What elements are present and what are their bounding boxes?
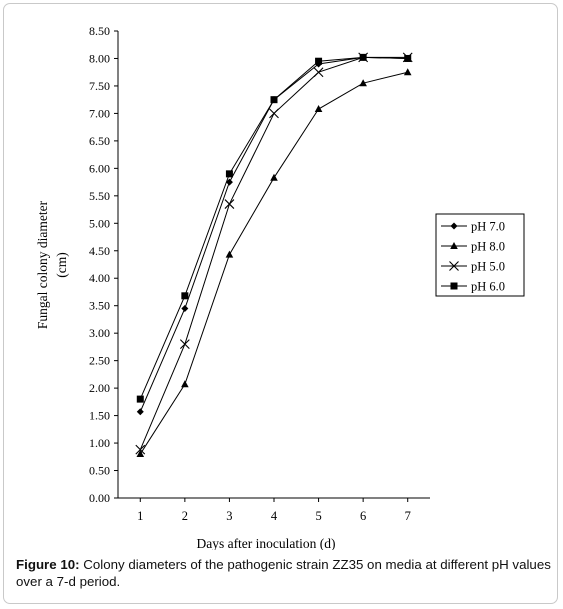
- caption-label: Figure 10:: [16, 557, 80, 572]
- y-tick-label: 2.00: [89, 381, 110, 395]
- x-tick-label: 3: [226, 509, 232, 523]
- x-tick-label: 2: [182, 509, 188, 523]
- data-point: [359, 53, 367, 61]
- data-point: [403, 68, 412, 76]
- y-tick-labels: 0.00 0.50 1.00 1.50 2.00 2.50 3.00 3.50 4.00 4.50…: [89, 24, 110, 505]
- data-point: [313, 67, 324, 78]
- y-tick-label: 0.00: [89, 491, 110, 505]
- data-point: [181, 380, 189, 388]
- legend-item: pH 7.0: [441, 220, 505, 234]
- caption-text: Colony diameters of the pathogenic strai…: [16, 557, 551, 589]
- x-tick-label: 7: [405, 509, 411, 523]
- y-tick-label: 2.50: [89, 354, 110, 368]
- y-tick-label: 7.50: [89, 79, 110, 93]
- data-point: [270, 96, 278, 104]
- y-tick-label: 5.50: [89, 189, 110, 203]
- data-point: [269, 108, 279, 119]
- data-point: [181, 292, 189, 300]
- legend-marker: [450, 282, 458, 290]
- x-tick-labels: 1 2 3 4 5 6 7: [137, 509, 411, 523]
- y-tick-label: 6.50: [89, 134, 110, 148]
- x-tick-label: 4: [271, 509, 278, 523]
- data-point: [179, 339, 190, 350]
- legend-marker: [450, 242, 458, 249]
- series-pH-6_0: [136, 53, 412, 403]
- data-point: [181, 304, 189, 312]
- legend-box: [435, 213, 525, 297]
- y-tick-label: 5.00: [89, 216, 110, 230]
- data-point: [359, 79, 367, 87]
- line-chart: 0.00 0.50 1.00 1.50 2.00 2.50 3.00 3.50 4.00 4.50…: [35, 24, 525, 550]
- series-pH-5_0: [135, 52, 413, 455]
- y-tick-label: 4.50: [89, 244, 110, 258]
- x-tick-label: 1: [137, 509, 143, 523]
- legend-marker: [450, 222, 458, 230]
- y-axis-label-line1: Fungal colony diameter: [35, 200, 50, 329]
- y-tick-label: 3.50: [89, 299, 110, 313]
- series-group: [135, 52, 413, 458]
- legend-label: pH 8.0: [471, 240, 505, 254]
- data-point: [224, 199, 235, 209]
- legend-label: pH 6.0: [471, 280, 505, 294]
- y-tick-label: 8.00: [89, 51, 110, 65]
- legend-item: pH 8.0: [441, 240, 505, 254]
- x-tick-label: 5: [315, 509, 321, 523]
- y-tick-label: 7.00: [89, 106, 110, 120]
- data-point: [404, 54, 412, 62]
- data-point: [315, 57, 323, 65]
- series-line: [139, 56, 408, 412]
- data-point: [136, 408, 144, 416]
- y-tick-label: 1.00: [89, 436, 110, 450]
- data-point: [314, 105, 323, 113]
- y-tick-label: 6.00: [89, 161, 110, 175]
- x-axis-label: Days after inoculation (d): [196, 536, 335, 550]
- data-point: [225, 178, 233, 186]
- chart-axes: [114, 30, 430, 502]
- y-tick-label: 8.50: [89, 24, 110, 38]
- figure-caption: Figure 10: Colony diameters of the patho…: [16, 556, 552, 590]
- legend-item: pH 6.0: [441, 280, 505, 294]
- series-pH-8_0: [136, 68, 412, 458]
- y-tick-label: 0.50: [89, 464, 110, 478]
- legend-marker: [449, 261, 459, 271]
- y-tick-label: 3.00: [89, 326, 110, 340]
- data-point: [136, 395, 144, 403]
- legend-label: pH 7.0: [471, 220, 505, 234]
- legend: pH 7.0 pH 8.0 pH 5.0 pH 6.0: [435, 213, 525, 297]
- data-point: [135, 444, 146, 455]
- y-axis-label-line2: (cm): [54, 252, 69, 277]
- figure-frame: [3, 3, 558, 604]
- legend-item: pH 5.0: [441, 260, 505, 274]
- y-tick-label: 1.50: [89, 409, 110, 423]
- data-point: [270, 173, 278, 181]
- data-point: [225, 170, 233, 178]
- series-line: [139, 71, 408, 455]
- data-point: [136, 450, 145, 458]
- data-point: [225, 250, 234, 258]
- y-tick-label: 4.00: [89, 271, 110, 285]
- x-tick-label: 6: [360, 509, 366, 523]
- legend-label: pH 5.0: [471, 260, 505, 274]
